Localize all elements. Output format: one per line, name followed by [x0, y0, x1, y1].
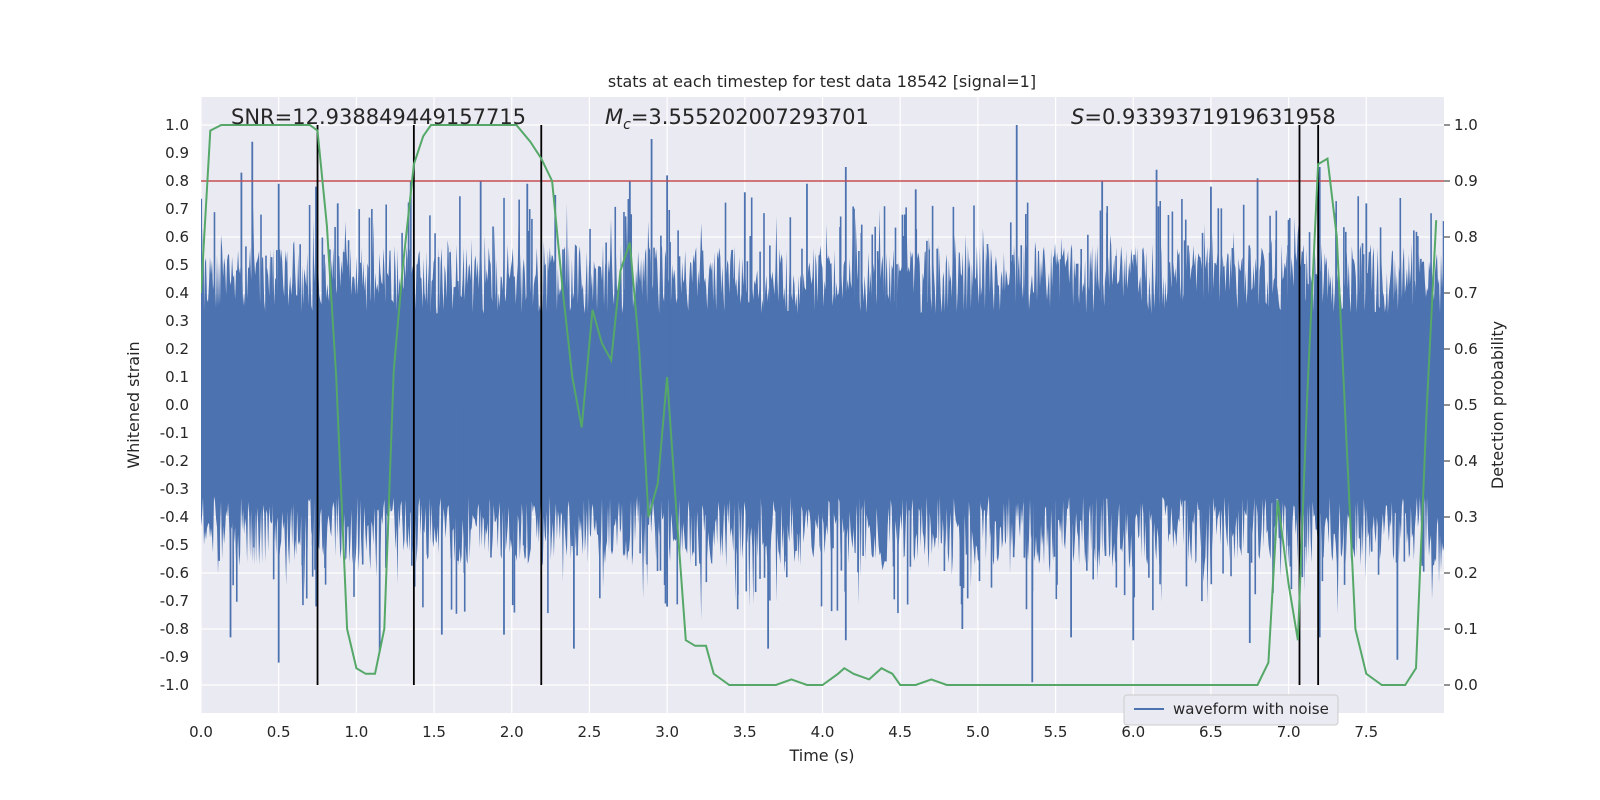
- x-tick-labels: 0.0 0.5 1.0 1.5 2.0 2.5 3.0 3.5 4.0 4.5 5.0 5.5 6.0 6…: [189, 723, 1378, 741]
- y-left-tick-label: -0.2: [160, 452, 189, 470]
- y-right-tick-label: 0.0: [1454, 676, 1478, 694]
- x-tick-label: 6.0: [1121, 723, 1145, 741]
- x-tick-label: 5.5: [1044, 723, 1068, 741]
- y-left-tick-label: -0.5: [160, 536, 189, 554]
- y-left-tick-label: -0.1: [160, 424, 189, 442]
- chart-title: stats at each timestep for test data 185…: [608, 72, 1036, 91]
- s-symbol: S: [1071, 105, 1084, 129]
- x-tick-label: 0.5: [267, 723, 291, 741]
- y-left-tick-label: 0.7: [165, 200, 189, 218]
- y-right-tick-label: 0.2: [1454, 564, 1478, 582]
- y-right-tick-label: 0.4: [1454, 452, 1478, 470]
- chirp-mass-value: =3.555202007293701: [631, 105, 869, 129]
- x-tick-label: 1.0: [344, 723, 368, 741]
- y-left-tick-label: 0.2: [165, 340, 189, 358]
- x-tick-label: 4.5: [888, 723, 912, 741]
- y-left-tick-label: -0.9: [160, 648, 189, 666]
- y-left-tick-label: -0.3: [160, 480, 189, 498]
- chirp-mass-symbol: M: [605, 105, 623, 129]
- x-tick-label: 7.5: [1354, 723, 1378, 741]
- y-left-tick-label: 0.8: [165, 172, 189, 190]
- y-left-tick-label: 0.4: [165, 284, 189, 302]
- y-left-tick-label: -0.8: [160, 620, 189, 638]
- y-left-tick-labels: -1.0 -0.9 -0.8 -0.7 -0.6 -0.5 -0.4 -0.3 -0.2 -0.1…: [160, 116, 189, 694]
- legend: waveform with noise: [1123, 694, 1339, 726]
- x-tick-label: 5.0: [966, 723, 990, 741]
- waveform-spikes: [201, 125, 1444, 683]
- y-right-tick-label: 0.6: [1454, 340, 1478, 358]
- s-value: =0.9339371919631958: [1084, 105, 1335, 129]
- y-right-tick-labels: 0.0 0.1 0.2 0.3 0.4 0.5 0.6 0.7 0.8 0.9 1.0: [1444, 116, 1478, 694]
- y-left-tick-label: 0.0: [165, 396, 189, 414]
- y-right-axis-label: Detection probability: [1488, 321, 1507, 489]
- y-right-tick-label: 0.3: [1454, 508, 1478, 526]
- y-right-tick-label: 0.7: [1454, 284, 1478, 302]
- snr-annotation: SNR=12.938849449157715: [231, 105, 526, 129]
- y-right-tick-label: 0.1: [1454, 620, 1478, 638]
- y-left-tick-label: 0.9: [165, 144, 189, 162]
- y-left-tick-label: 0.3: [165, 312, 189, 330]
- y-right-tick-label: 0.8: [1454, 228, 1478, 246]
- y-left-tick-label: 0.6: [165, 228, 189, 246]
- s-annotation: S=0.9339371919631958: [1071, 105, 1336, 129]
- y-left-tick-label: -1.0: [160, 676, 189, 694]
- chirp-mass-subscript: c: [623, 117, 631, 133]
- y-left-tick-label: 0.1: [165, 368, 189, 386]
- chirp-mass-annotation: Mc=3.555202007293701: [605, 105, 869, 133]
- y-left-axis-label: Whitened strain: [124, 341, 143, 468]
- y-left-tick-label: -0.4: [160, 508, 189, 526]
- x-tick-label: 3.0: [655, 723, 679, 741]
- legend-label: waveform with noise: [1173, 700, 1329, 718]
- x-tick-label: 3.5: [733, 723, 757, 741]
- y-left-tick-label: 0.5: [165, 256, 189, 274]
- x-axis-label: Time (s): [788, 746, 854, 765]
- y-right-tick-label: 1.0: [1454, 116, 1478, 134]
- x-tick-label: 4.0: [811, 723, 835, 741]
- x-tick-label: 1.5: [422, 723, 446, 741]
- y-left-tick-label: 1.0: [165, 116, 189, 134]
- legend-box: [1123, 694, 1339, 726]
- detection-probability-line: [201, 124, 1438, 686]
- y-left-tick-label: -0.6: [160, 564, 189, 582]
- x-tick-label: 0.0: [189, 723, 213, 741]
- x-tick-label: 6.5: [1199, 723, 1223, 741]
- x-tick-label: 7.0: [1277, 723, 1301, 741]
- y-right-tick-label: 0.5: [1454, 396, 1478, 414]
- x-tick-label: 2.5: [578, 723, 602, 741]
- x-tick-label: 2.0: [500, 723, 524, 741]
- y-right-tick-label: 0.9: [1454, 172, 1478, 190]
- y-left-tick-label: -0.7: [160, 592, 189, 610]
